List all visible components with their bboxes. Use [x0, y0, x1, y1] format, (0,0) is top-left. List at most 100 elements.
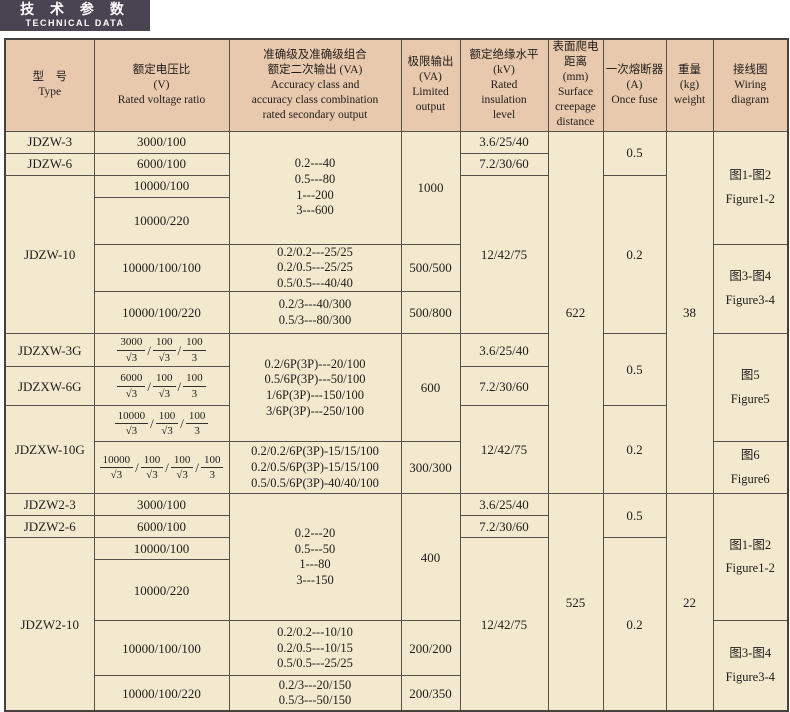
- fraction: 100 3: [183, 336, 206, 364]
- fraction-separator: /: [135, 460, 139, 476]
- col-header-insulation: 额定绝缘水平 (kV) Rated insulation level: [459, 38, 549, 132]
- insulation-cell: 12/42/75: [459, 174, 549, 335]
- table-row: 10000/220: [5, 559, 788, 622]
- wiring-cell: 图5 Figure5: [712, 333, 789, 443]
- table-row: 10000/100/220 0.2/3---40/300 0.5/3---80/…: [5, 291, 788, 335]
- fraction-separator: /: [180, 416, 184, 432]
- voltage-ratio-cell: 10000/100: [93, 537, 230, 561]
- accuracy-cell: 0.2/3---20/150 0.5/3---50/150: [228, 675, 402, 712]
- insulation-cell: 3.6/25/40: [459, 130, 549, 154]
- accuracy-cell: 0.2---20 0.5---50 1---80 3---150: [228, 493, 402, 622]
- col-header-accuracy: 准确级及准确级组合 额定二次输出 (VA) Accuracy class and…: [228, 38, 402, 132]
- fraction: 100 3: [185, 410, 209, 438]
- wiring-cell: 图6 Figure6: [712, 441, 789, 495]
- fraction: 100 3: [183, 372, 206, 400]
- fuse-cell: 0.5: [602, 493, 667, 539]
- fuse-cell: 0.2: [602, 405, 667, 495]
- voltage-ratio-cell: 10000/100/220: [93, 291, 230, 335]
- fraction: 100 √3: [170, 454, 194, 482]
- fraction: 6000 √3: [117, 372, 146, 400]
- voltage-ratio-cell: 6000 √3/100 √3/100 3: [93, 366, 230, 407]
- voltage-ratio-cell: 10000 √3/100 √3/100 √3/100 3: [93, 441, 230, 495]
- type-cell: JDZW2-6: [4, 515, 95, 539]
- type-cell: JDZW-10: [4, 174, 95, 335]
- weight-cell: 38: [665, 130, 714, 495]
- table-row: 10000/220: [5, 196, 788, 245]
- voltage-ratio-cell: 6000/100: [93, 152, 230, 176]
- fuse-cell: 0.2: [602, 174, 667, 335]
- voltage-ratio-cell: 3000/100: [93, 493, 230, 517]
- accuracy-cell: 0.2/6P(3P)---20/100 0.5/6P(3P)---50/100 …: [228, 333, 402, 443]
- fraction-separator: /: [147, 342, 151, 358]
- insulation-cell: 3.6/25/40: [459, 333, 549, 368]
- fraction: 100 3: [200, 454, 224, 482]
- fraction: 100 √3: [155, 410, 179, 438]
- technical-data-badge: 技 术 参 数 TECHNICAL DATA: [0, 0, 150, 31]
- fraction: 10000 √3: [114, 410, 149, 438]
- fraction-separator: /: [150, 416, 154, 432]
- table-row: JDZW-6 6000/100 7.2/30/60: [4, 152, 788, 176]
- table-row: 10000/100/220 0.2/3---20/150 0.5/3---50/…: [5, 675, 788, 712]
- fraction: 100 √3: [153, 336, 176, 364]
- insulation-cell: 12/42/75: [459, 537, 549, 712]
- limited-output-cell: 200/350: [400, 675, 461, 712]
- voltage-ratio-cell: 6000/100: [93, 515, 230, 539]
- weight-cell: 22: [665, 493, 714, 712]
- col-header-type: 型 号 Type: [4, 38, 95, 132]
- col-header-voltage-ratio: 额定电压比 (V) Rated voltage ratio: [93, 38, 230, 132]
- limited-output-cell: 400: [400, 493, 461, 622]
- voltage-ratio-cell: 10000/100/220: [93, 675, 230, 712]
- wiring-cell: 图3-图4 Figure3-4: [712, 243, 789, 335]
- table-row: 10000/100/100 0.2/0.2---10/10 0.2/0.5---…: [5, 620, 789, 712]
- voltage-ratio-cell: 10000/220: [93, 196, 230, 245]
- insulation-cell: 3.6/25/40: [459, 493, 549, 517]
- fuse-cell: 0.5: [602, 333, 667, 407]
- col-header-fuse: 一次熔断器 (A) Once fuse: [602, 38, 667, 132]
- limited-output-cell: 1000: [400, 130, 461, 245]
- table-row: 10000 √3/100 √3/100 √3/100 3 0.2/0.2/6P(3P)-…: [5, 441, 789, 495]
- limited-output-cell: 200/200: [400, 620, 461, 677]
- technical-data-table: 型 号 Type 额定电压比 (V) Rated voltage ratio 准…: [4, 38, 789, 712]
- accuracy-cell: 0.2---40 0.5---80 1---200 3---600: [228, 130, 402, 245]
- table-row: JDZW-3 3000/100 0.2---40 0.5---80 1---20…: [4, 130, 789, 495]
- fraction: 10000 √3: [99, 454, 134, 482]
- accuracy-cell: 0.2/0.2---10/10 0.2/0.5---10/15 0.5/0.5-…: [228, 620, 402, 677]
- voltage-ratio-cell: 10000/100/100: [93, 243, 230, 293]
- voltage-ratio-cell: 10000/220: [93, 559, 230, 622]
- fraction: 100 √3: [140, 454, 164, 482]
- limited-output-cell: 500/500: [400, 243, 461, 293]
- type-cell: JDZXW-6G: [4, 366, 95, 407]
- type-cell: JDZW-6: [4, 152, 95, 176]
- col-header-creepage: 表面爬电距离 (mm) Surface creepage distance: [547, 38, 604, 132]
- fraction-separator: /: [177, 342, 182, 358]
- wiring-cell: 图1-图2 Figure1-2: [712, 130, 789, 245]
- creepage-cell: 622: [547, 130, 604, 495]
- fraction: 100 √3: [153, 372, 176, 400]
- wiring-cell: 图3-图4 Figure3-4: [712, 620, 789, 712]
- col-header-weight: 重量 (kg) weight: [665, 38, 714, 132]
- fraction-separator: /: [147, 378, 151, 394]
- accuracy-cell: 0.2/0.2---25/25 0.2/0.5---25/25 0.5/0.5-…: [228, 243, 402, 293]
- type-cell: JDZW2-10: [4, 537, 95, 712]
- table-row: JDZW2-6 6000/100 7.2/30/60: [4, 515, 788, 539]
- table-row: JDZW2-10 10000/100 12/42/75 0.2: [4, 537, 788, 712]
- accuracy-cell: 0.2/0.2/6P(3P)-15/15/100 0.2/0.5/6P(3P)-…: [228, 441, 402, 495]
- limited-output-cell: 600: [400, 333, 461, 443]
- type-cell: JDZXW-3G: [4, 333, 95, 368]
- voltage-ratio-cell: 3000/100: [93, 130, 230, 154]
- badge-title-zh: 技 术 参 数: [20, 1, 130, 17]
- table-row: 10000/100/100 0.2/0.2---25/25 0.2/0.5---…: [5, 243, 789, 335]
- header-row: 型 号 Type 额定电压比 (V) Rated voltage ratio 准…: [4, 38, 789, 132]
- table-row: JDZW2-3 3000/100 0.2---20 0.5---50 1---8…: [4, 493, 789, 712]
- type-cell: JDZW-3: [4, 130, 95, 154]
- voltage-ratio-cell: 3000 √3/100 √3/100 3: [93, 333, 230, 368]
- insulation-cell: 7.2/30/60: [459, 515, 549, 539]
- badge-title-en: TECHNICAL DATA: [25, 18, 125, 28]
- fraction: 3000 √3: [117, 336, 146, 364]
- fuse-cell: 0.5: [602, 130, 667, 176]
- col-header-wiring: 接线图 Wiring diagram: [712, 38, 789, 132]
- type-cell: JDZW2-3: [4, 493, 95, 517]
- wiring-cell: 图1-图2 Figure1-2: [712, 493, 789, 622]
- voltage-ratio-cell: 10000/100/100: [93, 620, 230, 677]
- fuse-cell: 0.2: [602, 537, 667, 712]
